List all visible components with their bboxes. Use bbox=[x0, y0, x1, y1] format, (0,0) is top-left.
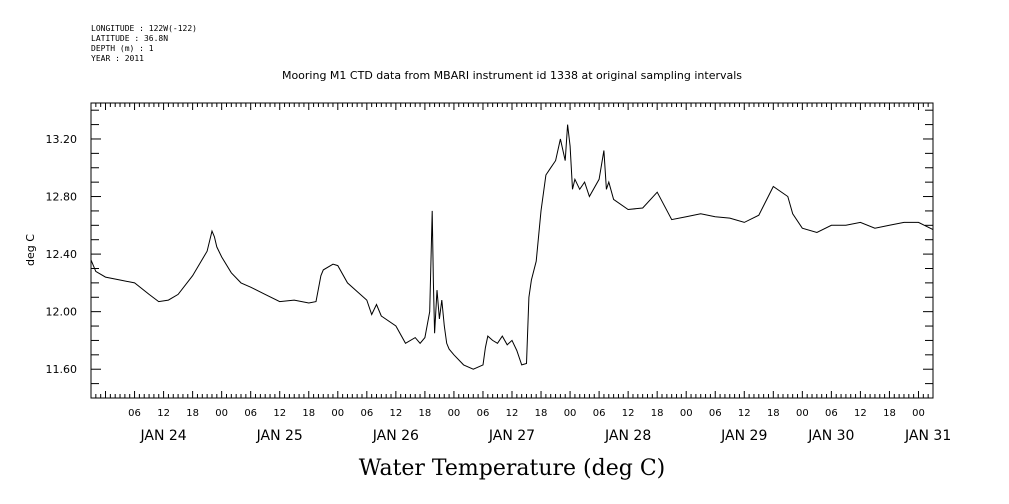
y-axis-ticks: 11.60 12.00 12.40 12.80 13.20 bbox=[46, 109, 933, 385]
day-label: JAN 24 bbox=[139, 428, 186, 444]
x-axis-hour-labels: 06 12 18 00 06 12 18 00 06 12 18 00 06 12 18 00 06 12 18 00… bbox=[128, 408, 925, 419]
y-tick-label: 12.00 bbox=[46, 306, 78, 319]
hour-tick-label: 18 bbox=[419, 408, 432, 419]
depth-label: DEPTH (m) : 1 bbox=[91, 44, 154, 53]
longitude-label: LONGITUDE : 122W(-122) bbox=[91, 24, 197, 33]
temperature-series-line bbox=[90, 124, 934, 370]
hour-tick-label: 18 bbox=[767, 408, 780, 419]
hour-tick-label: 18 bbox=[186, 408, 199, 419]
hour-tick-label: 18 bbox=[302, 408, 315, 419]
day-label: JAN 25 bbox=[256, 428, 303, 444]
hour-tick-label: 00 bbox=[215, 408, 228, 419]
day-label: JAN 29 bbox=[720, 428, 767, 444]
y-tick-label: 11.60 bbox=[46, 363, 78, 376]
hour-tick-label: 06 bbox=[593, 408, 606, 419]
hour-tick-label: 00 bbox=[796, 408, 809, 419]
x-axis-label: Water Temperature (deg C) bbox=[359, 456, 666, 481]
chart-title: Mooring M1 CTD data from MBARI instrumen… bbox=[282, 69, 742, 82]
day-label: JAN 26 bbox=[372, 428, 419, 444]
y-tick-label: 12.40 bbox=[46, 248, 78, 261]
latitude-label: LATITUDE : 36.8N bbox=[91, 34, 168, 43]
hour-tick-label: 12 bbox=[506, 408, 519, 419]
day-label: JAN 30 bbox=[807, 428, 854, 444]
hour-tick-label: 00 bbox=[331, 408, 344, 419]
y-axis-label: deg C bbox=[24, 234, 37, 266]
day-label: JAN 31 bbox=[904, 428, 951, 444]
hour-tick-label: 18 bbox=[651, 408, 664, 419]
hour-tick-label: 12 bbox=[157, 408, 170, 419]
y-tick-label: 12.80 bbox=[46, 191, 78, 204]
hour-tick-label: 06 bbox=[477, 408, 490, 419]
hour-tick-label: 00 bbox=[564, 408, 577, 419]
y-tick-label: 13.20 bbox=[46, 133, 78, 146]
hour-tick-label: 06 bbox=[128, 408, 141, 419]
hour-tick-label: 12 bbox=[389, 408, 402, 419]
hour-tick-label: 18 bbox=[883, 408, 896, 419]
x-axis-ticks bbox=[95, 103, 929, 398]
hour-tick-label: 18 bbox=[535, 408, 548, 419]
hour-tick-label: 12 bbox=[273, 408, 286, 419]
year-label: YEAR : 2011 bbox=[91, 54, 144, 63]
hour-tick-label: 06 bbox=[244, 408, 257, 419]
hour-tick-label: 00 bbox=[912, 408, 925, 419]
hour-tick-label: 00 bbox=[680, 408, 693, 419]
hour-tick-label: 06 bbox=[709, 408, 722, 419]
plot-frame bbox=[90, 102, 934, 399]
hour-tick-label: 12 bbox=[854, 408, 867, 419]
hour-tick-label: 06 bbox=[360, 408, 373, 419]
hour-tick-label: 12 bbox=[738, 408, 751, 419]
hour-tick-label: 06 bbox=[825, 408, 838, 419]
hour-tick-label: 00 bbox=[448, 408, 461, 419]
x-axis-day-labels: JAN 24 JAN 25 JAN 26 JAN 27 JAN 28 JAN 29 JAN … bbox=[139, 428, 951, 444]
day-label: JAN 28 bbox=[604, 428, 651, 444]
hour-tick-label: 12 bbox=[622, 408, 635, 419]
day-label: JAN 27 bbox=[488, 428, 535, 444]
